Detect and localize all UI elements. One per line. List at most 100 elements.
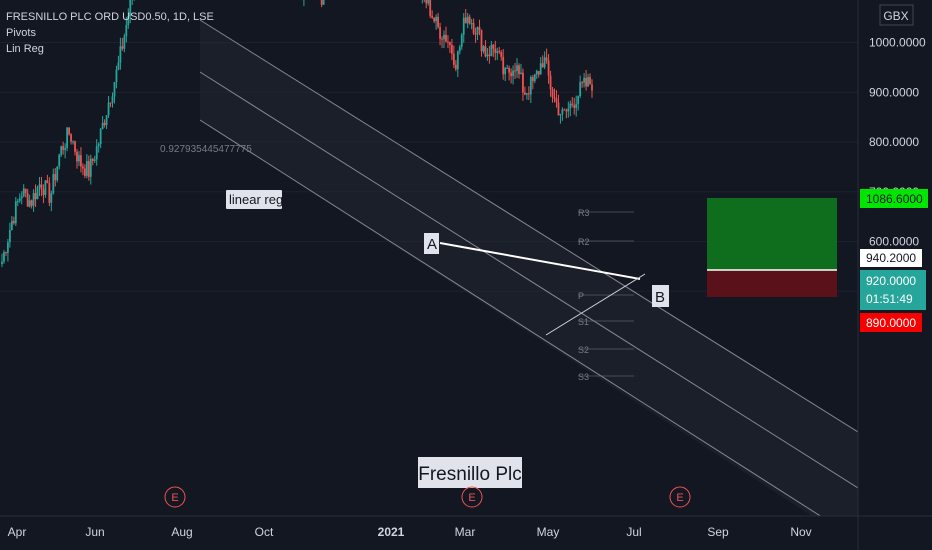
regression-coefficient: 0.927935445477775 — [160, 144, 252, 155]
candle-body — [506, 67, 509, 69]
candle-body — [516, 65, 518, 71]
candle-body — [425, 0, 428, 4]
pivot-label: S1 — [578, 317, 589, 327]
candle-body — [567, 108, 570, 112]
candle-body — [589, 77, 591, 85]
position-zones[interactable] — [707, 198, 837, 297]
currency-box — [879, 4, 914, 26]
candle-body — [464, 17, 467, 24]
candle-body — [82, 166, 84, 169]
regression-channel — [199, 19, 858, 516]
loss-zone — [707, 270, 837, 297]
candle-body — [462, 17, 465, 35]
candle-body — [30, 200, 33, 206]
candle-body — [458, 46, 461, 52]
pivot-label: S3 — [578, 372, 589, 382]
candle-body — [563, 109, 566, 111]
channel-fill — [200, 20, 858, 516]
candle-body — [529, 77, 532, 95]
indicator-pivots[interactable]: Pivots — [6, 27, 36, 39]
candle-body — [500, 52, 503, 57]
candle-body — [83, 168, 86, 176]
trend-drawings[interactable] — [439, 242, 646, 336]
candle-body — [490, 44, 493, 56]
candle-body — [56, 166, 59, 181]
linear-reg-label[interactable]: linear reg — [226, 190, 283, 209]
last-price-tag[interactable]: 920.0000 01:51:49 — [860, 270, 926, 310]
last-tag-countdown: 01:51:49 — [866, 292, 913, 306]
support-trendline — [545, 273, 646, 336]
candle-body — [103, 122, 106, 126]
candle-body — [97, 144, 100, 147]
candle-body — [488, 54, 491, 56]
candle-body — [494, 48, 497, 53]
candle-body — [518, 65, 520, 75]
candle-body — [127, 16, 130, 26]
candle-body — [547, 60, 550, 76]
entry-price-tag[interactable]: 940.2000 — [860, 249, 922, 267]
candle-body — [78, 155, 80, 162]
title-box[interactable]: Fresnillo Plc — [418, 457, 522, 488]
target-tag-bg — [860, 189, 928, 208]
currency-label[interactable]: GBX — [879, 4, 914, 26]
candle-body — [551, 89, 554, 98]
candle-body — [58, 154, 61, 167]
price-tick-label: 900.0000 — [869, 85, 919, 99]
candle-body — [512, 70, 514, 77]
pivot-label: S2 — [578, 345, 589, 355]
time-tick-label: Apr — [8, 525, 27, 539]
label-a[interactable]: A — [424, 233, 439, 254]
linear-reg-label-box — [226, 190, 282, 209]
stop-price-tag[interactable]: 890.0000 — [860, 313, 922, 332]
earnings-marker-3[interactable]: E — [669, 486, 691, 508]
candle-body — [109, 102, 112, 104]
candle-body — [543, 57, 546, 68]
channel-lower — [199, 119, 822, 516]
earnings-icon — [669, 486, 691, 508]
candle-body — [565, 110, 568, 112]
time-tick-label: Nov — [790, 525, 811, 539]
stop-tag-bg — [860, 313, 922, 332]
candle-body — [7, 242, 9, 253]
candle-body — [484, 46, 487, 57]
candle-body — [577, 96, 580, 104]
candle-body — [1, 261, 3, 265]
profit-zone — [707, 198, 837, 270]
candle-body — [555, 98, 558, 103]
time-tick-label: Aug — [171, 525, 192, 539]
time-axis[interactable]: Apr Jun Aug Oct 2021 Mar May Jul Sep Nov — [8, 525, 812, 539]
linear-reg-label-text: linear reg — [229, 192, 283, 207]
candle-body — [559, 114, 562, 116]
candle-body — [583, 77, 586, 83]
earnings-marker-2[interactable]: E — [461, 486, 483, 508]
target-price-tag[interactable]: 1086.6000 — [860, 189, 928, 208]
candle-body — [573, 105, 576, 108]
candle-body — [537, 71, 540, 75]
candle-body — [482, 46, 485, 52]
title-box-bg — [418, 457, 522, 488]
candle-body — [60, 146, 63, 155]
time-tick-label: May — [537, 525, 560, 539]
candle-body — [52, 174, 55, 194]
candle-body — [95, 146, 98, 160]
candle-body — [474, 33, 477, 35]
candle-body — [40, 184, 43, 190]
earnings-letter: E — [171, 492, 178, 504]
label-b[interactable]: B — [652, 285, 669, 307]
candle-body — [46, 180, 49, 183]
candle-body — [28, 200, 31, 207]
candle-body — [66, 127, 69, 148]
candle-body — [14, 201, 17, 224]
candle-body — [510, 72, 512, 77]
candle-body — [533, 74, 536, 82]
stop-tag-text: 890.0000 — [866, 316, 916, 330]
candle-body — [581, 82, 584, 84]
earnings-marker-1[interactable]: E — [164, 486, 186, 508]
candle-body — [3, 252, 5, 262]
candle-body — [447, 41, 449, 43]
candle-body — [89, 158, 92, 177]
indicator-linreg[interactable]: Lin Reg — [6, 43, 44, 55]
label-a-box — [424, 233, 439, 254]
symbol-title[interactable]: FRESNILLO PLC ORD USD0.50, 1D, LSE — [6, 11, 214, 23]
